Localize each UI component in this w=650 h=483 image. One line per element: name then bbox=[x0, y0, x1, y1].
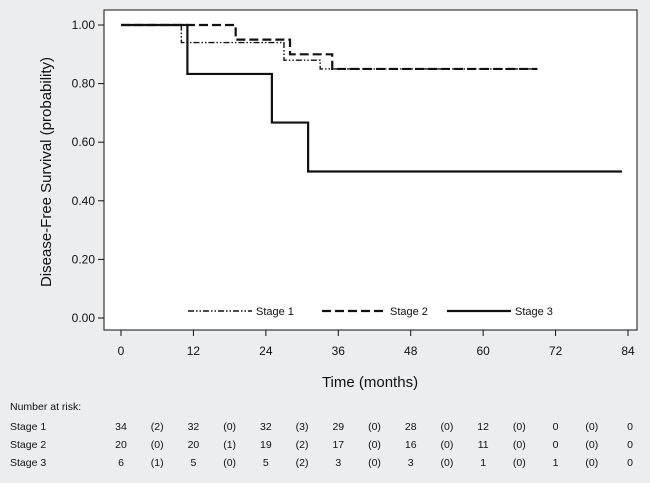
risk-cell: 1 bbox=[480, 457, 486, 469]
risk-cell: (0) bbox=[368, 439, 381, 451]
risk-cell: (0) bbox=[441, 421, 454, 433]
series-line-stage-3 bbox=[121, 23, 622, 173]
risk-cell: (0) bbox=[585, 421, 598, 433]
y-axis: 0.00 0.20 0.40 0.60 0.80 1.00 bbox=[72, 18, 104, 325]
risk-cell: 29 bbox=[332, 421, 344, 433]
risk-cell: 3 bbox=[335, 457, 341, 469]
risk-cell: (1) bbox=[151, 457, 164, 469]
x-tick-label: 0 bbox=[118, 344, 125, 358]
x-tick-label: 72 bbox=[549, 344, 563, 358]
x-axis: 0 12 24 36 48 60 72 84 bbox=[118, 330, 635, 358]
risk-row-label: Stage 2 bbox=[10, 439, 46, 451]
risk-cell: 32 bbox=[188, 421, 200, 433]
legend-label: Stage 1 bbox=[256, 306, 294, 318]
risk-cell: 28 bbox=[405, 421, 417, 433]
series-line-stage-1 bbox=[121, 24, 538, 70]
risk-cell: 20 bbox=[115, 439, 127, 451]
risk-cell: (0) bbox=[513, 439, 526, 451]
x-tick-label: 84 bbox=[621, 344, 635, 358]
risk-cell: (1) bbox=[223, 439, 236, 451]
risk-cell: 17 bbox=[332, 439, 344, 451]
risk-cell: (2) bbox=[151, 421, 164, 433]
x-tick-label: 24 bbox=[259, 344, 273, 358]
risk-cell: 0 bbox=[553, 421, 559, 433]
risk-cell: (0) bbox=[585, 439, 598, 451]
x-tick-label: 12 bbox=[187, 344, 201, 358]
y-tick-label: 0.60 bbox=[72, 135, 96, 149]
risk-cell: 34 bbox=[115, 421, 127, 433]
risk-row-label: Stage 1 bbox=[10, 421, 46, 433]
x-axis-title: Time (months) bbox=[322, 374, 418, 391]
y-axis-title: Disease-Free Survival (probability) bbox=[38, 57, 55, 287]
y-tick-label: 0.80 bbox=[72, 77, 96, 91]
legend: Stage 1 Stage 2 Stage 3 bbox=[188, 306, 553, 318]
risk-cell: (0) bbox=[223, 457, 236, 469]
risk-cell: (2) bbox=[296, 439, 309, 451]
x-tick-label: 36 bbox=[332, 344, 346, 358]
risk-cell: (0) bbox=[513, 457, 526, 469]
x-tick-label: 48 bbox=[404, 344, 418, 358]
risk-cell: (2) bbox=[296, 457, 309, 469]
risk-cell: 6 bbox=[118, 457, 124, 469]
risk-cell: (0) bbox=[441, 457, 454, 469]
risk-table: Number at risk: Stage 1 34 (2) 32 (0) 32 (3) 29… bbox=[10, 401, 633, 469]
risk-cell: (0) bbox=[441, 439, 454, 451]
risk-cell: 16 bbox=[405, 439, 417, 451]
risk-cell: (0) bbox=[368, 421, 381, 433]
risk-table-header: Number at risk: bbox=[10, 401, 81, 413]
risk-cell: 5 bbox=[191, 457, 197, 469]
risk-row-label: Stage 3 bbox=[10, 457, 46, 469]
x-tick-label: 60 bbox=[476, 344, 490, 358]
risk-cell: (0) bbox=[585, 457, 598, 469]
risk-cell: 12 bbox=[477, 421, 489, 433]
y-tick-label: 0.00 bbox=[72, 311, 96, 325]
risk-cell: 0 bbox=[627, 457, 633, 469]
risk-cell: (0) bbox=[223, 421, 236, 433]
risk-cell: (0) bbox=[513, 421, 526, 433]
series-line-stage-2 bbox=[121, 23, 538, 71]
risk-cell: 20 bbox=[188, 439, 200, 451]
risk-cell: 32 bbox=[260, 421, 272, 433]
risk-cell: 3 bbox=[408, 457, 414, 469]
risk-cell: 1 bbox=[553, 457, 559, 469]
y-tick-label: 0.40 bbox=[72, 194, 96, 208]
risk-cell: 0 bbox=[627, 439, 633, 451]
risk-cell: 0 bbox=[553, 439, 559, 451]
risk-cell: 5 bbox=[263, 457, 269, 469]
legend-label: Stage 2 bbox=[390, 306, 428, 318]
legend-label: Stage 3 bbox=[515, 306, 553, 318]
risk-cell: 0 bbox=[627, 421, 633, 433]
series-layer bbox=[121, 23, 622, 173]
y-tick-label: 1.00 bbox=[72, 18, 96, 32]
y-tick-label: 0.20 bbox=[72, 252, 96, 266]
risk-cell: (0) bbox=[151, 439, 164, 451]
risk-cell: (0) bbox=[368, 457, 381, 469]
risk-cell: 19 bbox=[260, 439, 272, 451]
risk-cell: (3) bbox=[296, 421, 309, 433]
risk-cell: 11 bbox=[478, 439, 489, 451]
plot-area bbox=[103, 9, 638, 331]
